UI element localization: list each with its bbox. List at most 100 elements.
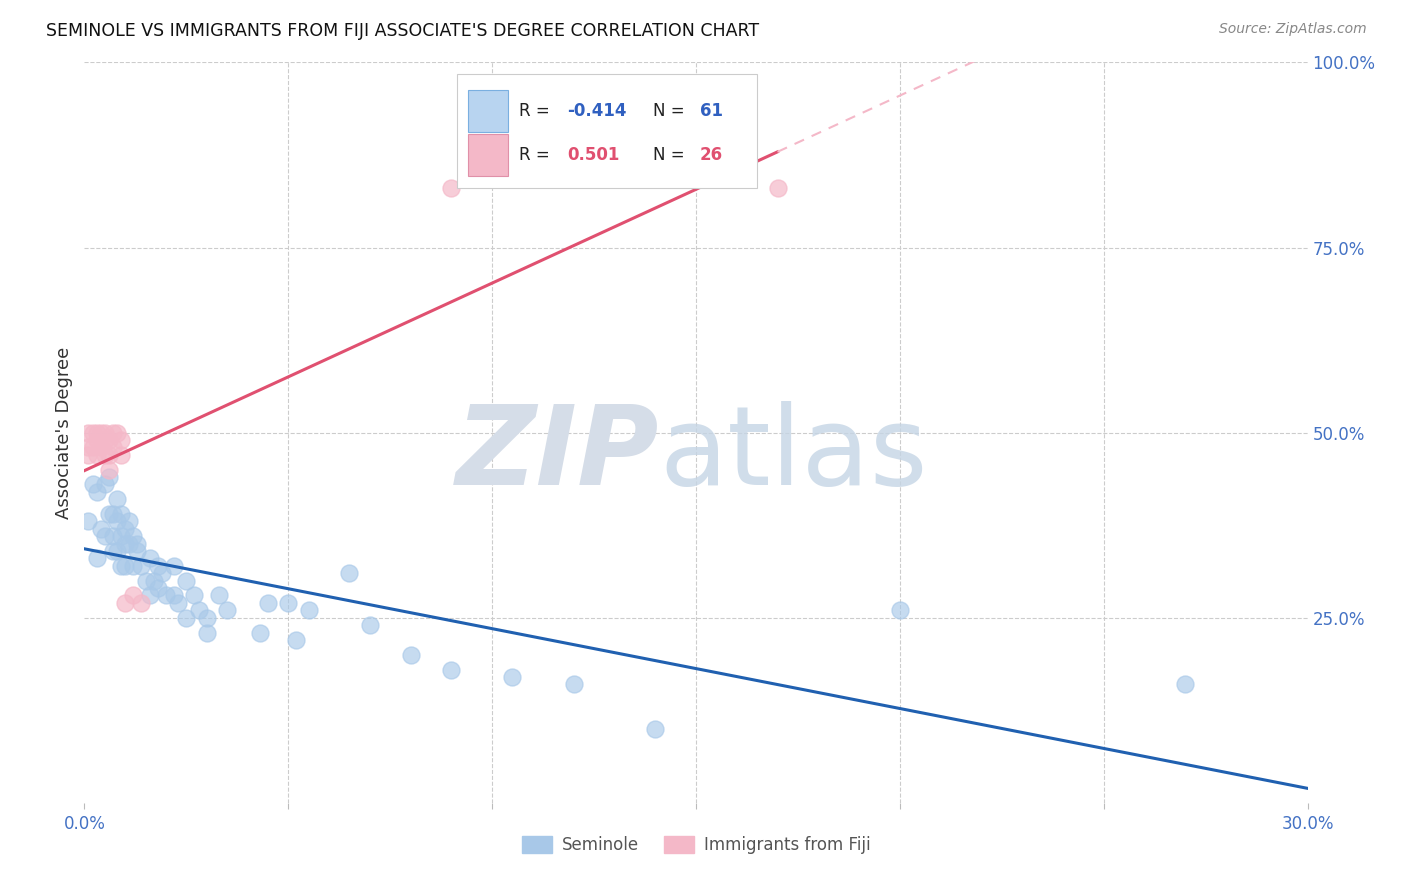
Text: 0.501: 0.501	[568, 146, 620, 164]
Point	[118, 515, 141, 529]
Point	[146, 558, 169, 573]
Point	[135, 574, 157, 588]
Point	[142, 574, 165, 588]
Point	[86, 551, 108, 566]
Point	[208, 589, 231, 603]
Point	[150, 566, 173, 581]
Point	[86, 433, 108, 447]
Point	[644, 722, 666, 736]
Point	[1174, 677, 1197, 691]
Point	[77, 448, 100, 462]
Point	[97, 507, 120, 521]
Point	[131, 596, 153, 610]
Point	[131, 558, 153, 573]
Point	[82, 425, 104, 440]
Point	[105, 515, 128, 529]
Text: R =: R =	[519, 102, 554, 120]
Point	[146, 581, 169, 595]
Point	[127, 536, 149, 550]
Text: R =: R =	[519, 146, 554, 164]
Point	[97, 462, 120, 476]
Point	[93, 433, 115, 447]
Point	[105, 492, 128, 507]
Point	[399, 648, 422, 662]
Point	[86, 425, 108, 440]
Point	[127, 544, 149, 558]
FancyBboxPatch shape	[468, 134, 508, 176]
Point	[122, 589, 145, 603]
Point	[82, 477, 104, 491]
Point	[249, 625, 271, 640]
Point	[339, 566, 361, 581]
Point	[101, 544, 124, 558]
Point	[86, 484, 108, 499]
Text: N =: N =	[654, 146, 690, 164]
Point	[766, 181, 789, 195]
Point	[97, 433, 120, 447]
Y-axis label: Associate's Degree: Associate's Degree	[55, 346, 73, 519]
Point	[502, 670, 524, 684]
Point	[97, 470, 120, 484]
Point	[110, 448, 132, 462]
Point	[90, 522, 112, 536]
Point	[440, 663, 463, 677]
Point	[82, 441, 104, 455]
FancyBboxPatch shape	[468, 90, 508, 132]
Point	[285, 632, 308, 647]
Point	[93, 448, 115, 462]
Point	[440, 181, 463, 195]
Point	[187, 603, 209, 617]
Point	[110, 507, 132, 521]
Point	[90, 425, 112, 440]
Point	[90, 441, 112, 455]
Point	[562, 677, 585, 691]
Text: SEMINOLE VS IMMIGRANTS FROM FIJI ASSOCIATE'S DEGREE CORRELATION CHART: SEMINOLE VS IMMIGRANTS FROM FIJI ASSOCIA…	[46, 22, 759, 40]
Point	[122, 529, 145, 543]
Point	[77, 441, 100, 455]
Point	[122, 558, 145, 573]
Text: N =: N =	[654, 102, 690, 120]
Point	[155, 589, 177, 603]
Point	[174, 610, 197, 624]
Point	[93, 425, 115, 440]
Point	[195, 625, 218, 640]
Point	[77, 515, 100, 529]
Point	[114, 596, 136, 610]
Point	[174, 574, 197, 588]
Point	[93, 477, 115, 491]
Point	[163, 589, 186, 603]
Point	[163, 558, 186, 573]
Point	[105, 425, 128, 440]
Point	[183, 589, 205, 603]
Point	[298, 603, 321, 617]
Point	[138, 589, 160, 603]
Point	[114, 558, 136, 573]
Point	[110, 433, 132, 447]
Text: Source: ZipAtlas.com: Source: ZipAtlas.com	[1219, 22, 1367, 37]
Legend: Seminole, Immigrants from Fiji: Seminole, Immigrants from Fiji	[515, 830, 877, 861]
Point	[167, 596, 190, 610]
Point	[93, 529, 115, 543]
Point	[114, 522, 136, 536]
Point	[118, 536, 141, 550]
Text: atlas: atlas	[659, 401, 928, 508]
Point	[195, 610, 218, 624]
Point	[359, 618, 381, 632]
Text: -0.414: -0.414	[568, 102, 627, 120]
Point	[257, 596, 280, 610]
Text: 26: 26	[700, 146, 723, 164]
Point	[105, 544, 128, 558]
Point	[101, 529, 124, 543]
FancyBboxPatch shape	[457, 73, 758, 188]
Point	[217, 603, 239, 617]
Point	[277, 596, 299, 610]
Point	[86, 448, 108, 462]
Point	[97, 448, 120, 462]
Point	[110, 529, 132, 543]
Text: 61: 61	[700, 102, 723, 120]
Point	[114, 536, 136, 550]
Point	[889, 603, 911, 617]
Point	[101, 425, 124, 440]
Point	[110, 558, 132, 573]
Point	[138, 551, 160, 566]
